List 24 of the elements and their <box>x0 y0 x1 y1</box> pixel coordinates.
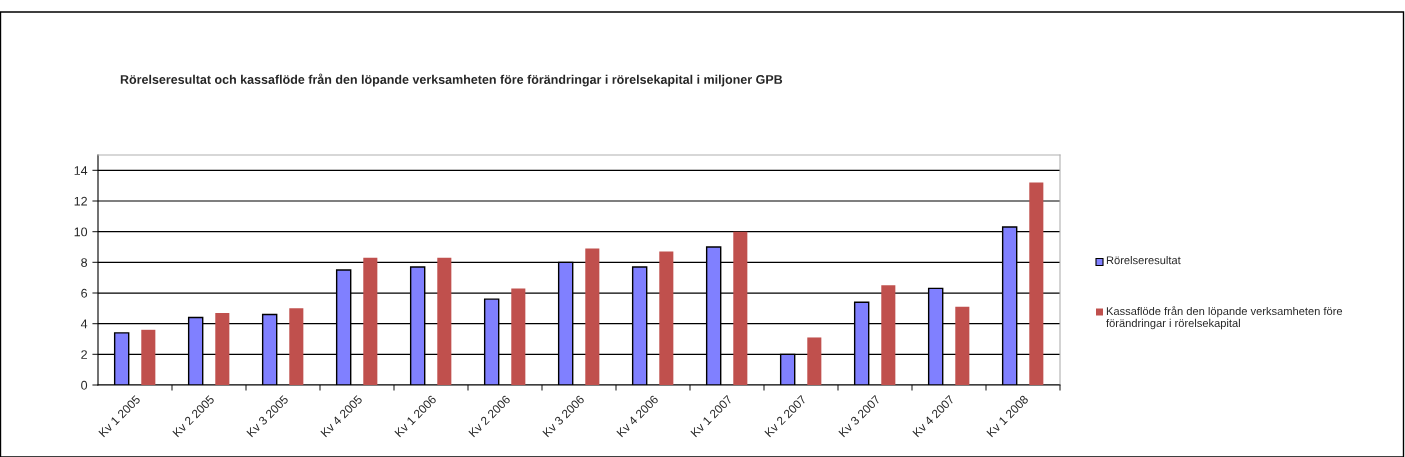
chart-title: Rörelseresultat och kassaflöde från den löpande verksamheten före förändringar i rörelsekapital i miljoner GPB <box>120 73 783 87</box>
y-tick-label: 0 <box>81 380 88 390</box>
y-tick-label: 14 <box>74 166 88 175</box>
y-tick-label: 6 <box>81 288 88 298</box>
y-tick-label: 10 <box>74 227 88 237</box>
bar <box>585 248 600 385</box>
bar <box>363 257 378 385</box>
bar <box>437 257 452 385</box>
legend-label: Kassaflöde från den löpande verksamheten före förändringar i rörelsekapital <box>1106 306 1343 330</box>
y-tick-label: 2 <box>81 350 87 359</box>
bar <box>881 285 896 385</box>
bar <box>215 312 230 385</box>
bar <box>141 329 156 385</box>
legend-label: Rörelseresultat <box>1106 256 1181 265</box>
bar <box>955 306 970 385</box>
y-tick-label: 12 <box>74 196 87 206</box>
y-tick-label: 8 <box>81 258 88 267</box>
bar <box>1029 182 1044 385</box>
y-tick-label: 4 <box>80 319 88 329</box>
bar <box>511 288 526 385</box>
bar <box>289 308 304 385</box>
bar <box>733 231 748 385</box>
bar <box>659 251 674 385</box>
bar <box>807 337 822 385</box>
